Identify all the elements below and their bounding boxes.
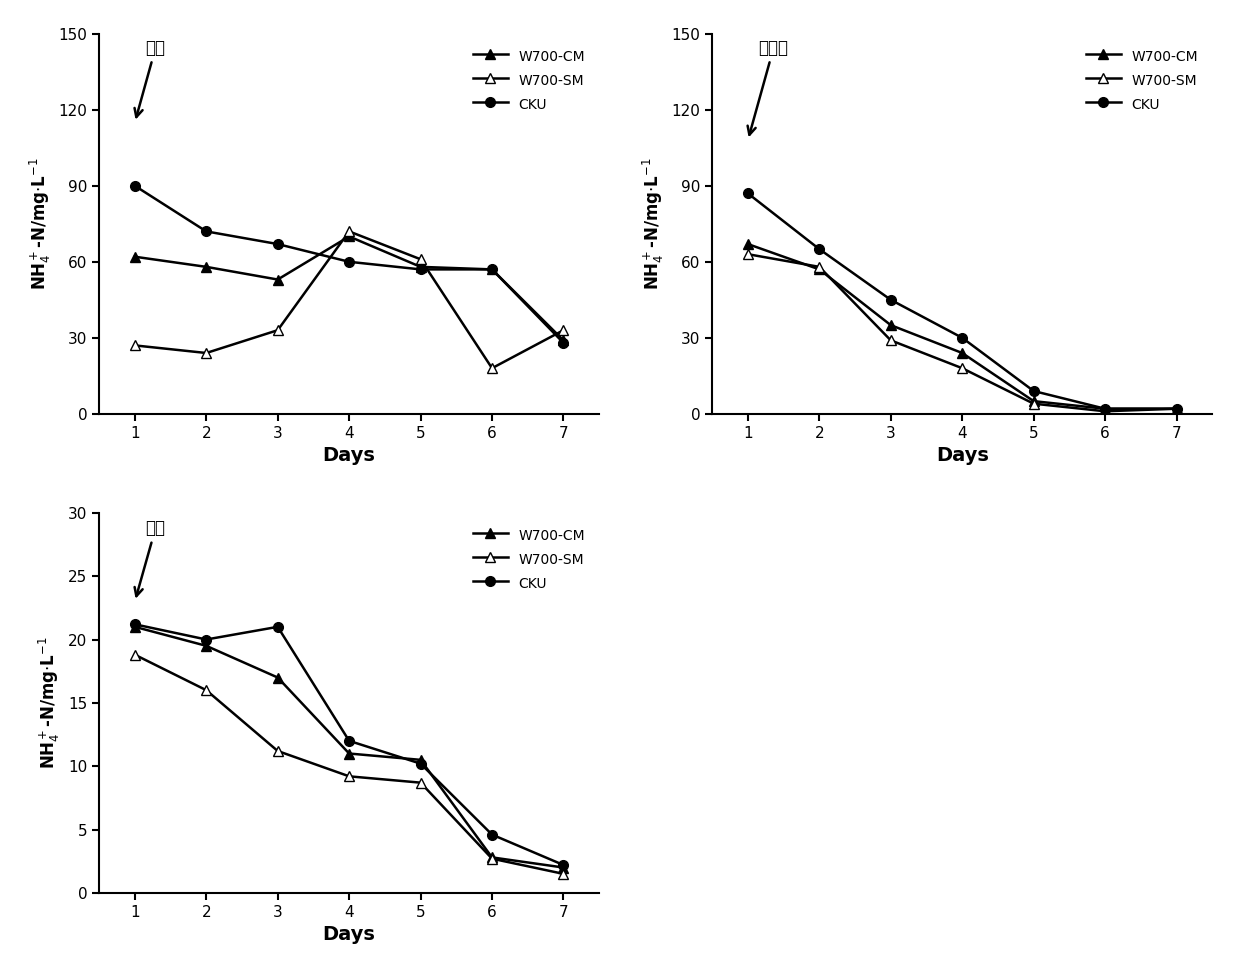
- W700-SM: [270, 325, 285, 336]
- Legend: W700-CM, W700-SM, CKU: W700-CM, W700-SM, CKU: [466, 41, 593, 120]
- W700-CM: [270, 274, 285, 286]
- W700-CM: [812, 263, 827, 275]
- CKU: [1097, 403, 1112, 415]
- Text: 穗肥: 穗肥: [135, 519, 166, 596]
- X-axis label: Days: Days: [322, 446, 376, 466]
- Legend: W700-CM, W700-SM, CKU: W700-CM, W700-SM, CKU: [466, 520, 593, 599]
- W700-CM: [1097, 403, 1112, 415]
- W700-SM: [812, 261, 827, 273]
- CKU: [740, 188, 755, 199]
- Line: CKU: CKU: [130, 619, 568, 870]
- W700-SM: [413, 777, 428, 788]
- W700-SM: [955, 363, 970, 374]
- CKU: [128, 180, 143, 191]
- W700-SM: [883, 334, 898, 346]
- CKU: [556, 859, 570, 871]
- CKU: [342, 256, 357, 267]
- W700-SM: [198, 347, 213, 359]
- Line: CKU: CKU: [743, 189, 1182, 414]
- Line: CKU: CKU: [130, 181, 568, 348]
- Y-axis label: NH$_4^+$-N/mg$\cdot$L$^{-1}$: NH$_4^+$-N/mg$\cdot$L$^{-1}$: [37, 637, 62, 769]
- W700-CM: [1169, 403, 1184, 415]
- Text: 基肥: 基肥: [134, 39, 166, 117]
- Line: W700-SM: W700-SM: [130, 226, 568, 373]
- W700-SM: [485, 852, 500, 864]
- W700-SM: [342, 771, 357, 782]
- W700-SM: [740, 249, 755, 260]
- W700-SM: [1027, 398, 1042, 409]
- W700-CM: [740, 238, 755, 250]
- X-axis label: Days: Days: [936, 446, 988, 466]
- W700-CM: [342, 230, 357, 242]
- W700-CM: [413, 261, 428, 273]
- CKU: [556, 337, 570, 349]
- W700-SM: [413, 254, 428, 265]
- CKU: [883, 294, 898, 305]
- CKU: [198, 634, 213, 645]
- W700-SM: [556, 868, 570, 880]
- W700-SM: [1097, 405, 1112, 417]
- W700-CM: [485, 851, 500, 863]
- W700-CM: [556, 334, 570, 346]
- Legend: W700-CM, W700-SM, CKU: W700-CM, W700-SM, CKU: [1079, 41, 1205, 120]
- W700-CM: [198, 640, 213, 651]
- W700-CM: [198, 261, 213, 273]
- W700-SM: [485, 363, 500, 374]
- W700-CM: [270, 672, 285, 683]
- CKU: [812, 243, 827, 255]
- CKU: [128, 618, 143, 630]
- W700-SM: [128, 649, 143, 661]
- CKU: [955, 332, 970, 344]
- Line: W700-CM: W700-CM: [130, 622, 568, 873]
- W700-SM: [342, 226, 357, 237]
- W700-SM: [198, 684, 213, 696]
- CKU: [413, 758, 428, 770]
- Line: W700-CM: W700-CM: [130, 231, 568, 345]
- W700-CM: [128, 251, 143, 262]
- W700-SM: [128, 339, 143, 351]
- Text: 分赐肥: 分赐肥: [748, 39, 789, 135]
- W700-CM: [883, 319, 898, 330]
- CKU: [198, 226, 213, 237]
- W700-CM: [413, 754, 428, 766]
- W700-SM: [556, 325, 570, 336]
- Y-axis label: NH$_4^+$-N/mg$\cdot$L$^{-1}$: NH$_4^+$-N/mg$\cdot$L$^{-1}$: [641, 157, 666, 290]
- X-axis label: Days: Days: [322, 925, 376, 944]
- CKU: [485, 263, 500, 275]
- CKU: [342, 735, 357, 746]
- W700-CM: [955, 347, 970, 359]
- CKU: [270, 238, 285, 250]
- Line: W700-SM: W700-SM: [130, 650, 568, 879]
- Y-axis label: NH$_4^+$-N/mg$\cdot$L$^{-1}$: NH$_4^+$-N/mg$\cdot$L$^{-1}$: [27, 157, 53, 290]
- Line: W700-CM: W700-CM: [743, 239, 1182, 414]
- W700-SM: [270, 746, 285, 757]
- W700-CM: [128, 621, 143, 633]
- CKU: [1027, 385, 1042, 397]
- W700-CM: [1027, 396, 1042, 407]
- CKU: [1169, 403, 1184, 415]
- W700-CM: [556, 862, 570, 874]
- W700-CM: [342, 747, 357, 759]
- W700-SM: [1169, 403, 1184, 415]
- W700-CM: [485, 263, 500, 275]
- CKU: [270, 621, 285, 633]
- Line: W700-SM: W700-SM: [743, 250, 1182, 416]
- CKU: [413, 263, 428, 275]
- CKU: [485, 829, 500, 841]
